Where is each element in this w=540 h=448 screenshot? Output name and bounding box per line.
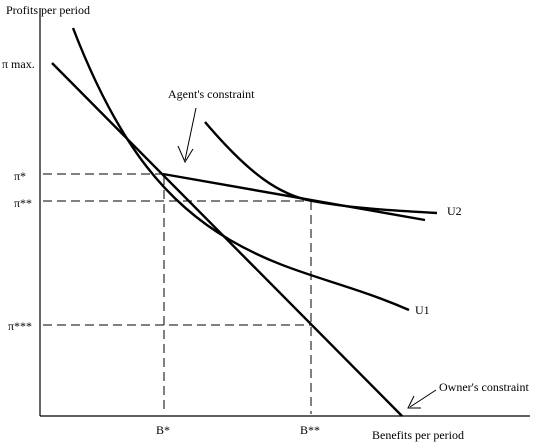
agents-constraint-arrow <box>184 107 197 161</box>
indifference-curve-u2 <box>204 121 438 215</box>
label-u1: U1 <box>415 303 430 317</box>
label-u2: U2 <box>447 204 462 218</box>
y-axis-title: Profits per period <box>6 3 90 17</box>
owners-constraint-arrowhead <box>407 395 421 409</box>
x-axis-title: Benefits per period <box>372 428 464 442</box>
agents-constraint-arrowhead <box>177 145 194 164</box>
label-owners-constraint: Owner's constraint <box>439 380 529 394</box>
label-pi-max: π max. <box>2 57 35 71</box>
owners-constraint-arrow <box>409 389 437 408</box>
label-pi-star: π* <box>14 169 26 183</box>
indifference-curve-u1 <box>71 27 410 312</box>
label-b-star: B* <box>156 423 170 437</box>
label-pi-star2: π** <box>14 196 32 210</box>
label-pi-star3: π*** <box>8 319 32 333</box>
label-b-star2: B** <box>300 423 320 437</box>
label-agents-constraint: Agent's constraint <box>168 87 255 101</box>
